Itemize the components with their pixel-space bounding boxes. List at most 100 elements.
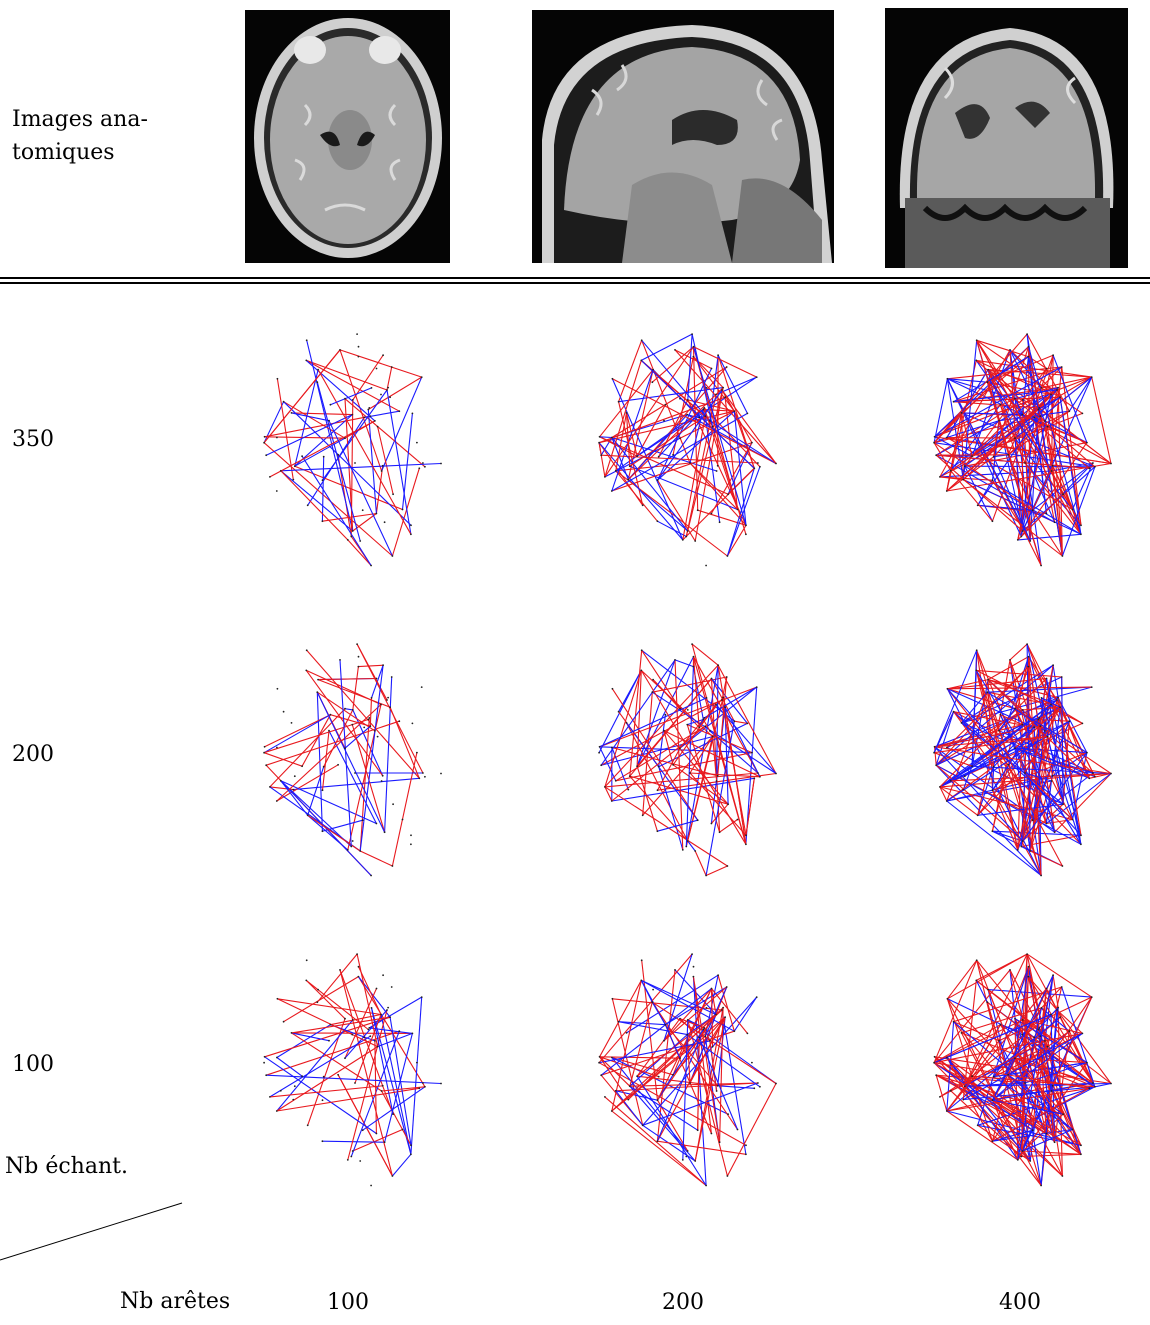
graph-edge-red: [604, 1096, 707, 1186]
graph-edge-red: [369, 697, 373, 727]
graph-edge-red: [1091, 376, 1112, 464]
mri-axial-image: [245, 10, 450, 263]
graph-node: [1009, 969, 1011, 971]
graph-node: [656, 830, 659, 833]
graph-node: [617, 1020, 620, 1023]
graph-edge-red: [629, 1082, 758, 1087]
row-label-350: 350: [12, 427, 54, 452]
graph-node: [722, 696, 724, 699]
graph-edge-red: [636, 678, 712, 767]
graph-edge-blue: [618, 1021, 688, 1036]
graph-edge-red: [611, 366, 727, 438]
graph-edge-blue: [391, 1153, 412, 1177]
graph-panel-350-400: [910, 305, 1125, 585]
graph-node: [1045, 822, 1048, 825]
graph-node: [276, 746, 278, 749]
graph-node: [710, 1132, 713, 1135]
graph-node: [380, 470, 383, 472]
graph-node: [627, 478, 630, 481]
graph-node: [410, 533, 412, 536]
graph-node: [351, 1033, 354, 1036]
graph-edge-red: [277, 998, 378, 1048]
graph-node: [1090, 376, 1093, 378]
graph-node: [344, 707, 346, 710]
graph-edge-blue: [641, 979, 735, 1032]
graph-node: [628, 1085, 631, 1088]
graph-edge-blue: [988, 989, 1092, 998]
graph-edge-red: [344, 398, 426, 468]
graph-node: [745, 524, 747, 527]
graph-node: [999, 403, 1002, 406]
graph-node: [704, 415, 707, 418]
graph-node: [1021, 413, 1024, 416]
graph-node: [1068, 1030, 1071, 1033]
graph-edge-red: [1020, 442, 1088, 537]
graph-node: [625, 1032, 628, 1034]
graph-node: [282, 710, 285, 713]
graph-edge-red: [347, 1009, 388, 1161]
graph-node: [694, 1160, 697, 1162]
graph-node: [411, 722, 414, 725]
graph-edge-red: [672, 1016, 726, 1076]
graph-node: [1027, 355, 1030, 358]
graph-node: [610, 1110, 613, 1112]
graph-node: [651, 1001, 654, 1004]
graph-node: [1039, 415, 1042, 418]
graph-edge-red: [950, 409, 1039, 472]
graph-node: [321, 830, 324, 833]
graph-edge-blue: [946, 1021, 955, 1112]
graph-edge-blue: [611, 747, 629, 790]
graph-edge-red: [375, 465, 384, 514]
graph-node: [1007, 763, 1009, 766]
graph-edge-blue: [933, 1013, 1052, 1064]
graph-node: [696, 509, 699, 512]
graph-edge-red: [599, 1056, 629, 1100]
graph-node: [933, 1061, 935, 1064]
graph-edge-red: [1022, 1150, 1081, 1155]
graph-edge-blue: [745, 687, 758, 845]
graph-edge-red: [936, 1074, 1026, 1084]
graph-edge-blue: [1009, 969, 1031, 1162]
graph-edge-blue: [672, 1027, 705, 1076]
graph-edge-red: [276, 1087, 420, 1112]
graph-node: [745, 834, 747, 837]
graph-node: [600, 454, 603, 457]
graph-node: [657, 765, 660, 768]
graph-node: [1026, 643, 1028, 645]
graph-node: [350, 1155, 353, 1158]
graph-edge-red: [642, 736, 714, 816]
graph-node: [351, 399, 354, 401]
anatomical-images-label: Images ana- tomiques: [12, 103, 148, 169]
graph-edge-blue: [953, 356, 1029, 403]
graph-edge-red: [604, 786, 728, 867]
graph-node: [381, 774, 384, 777]
graph-node: [369, 1035, 372, 1038]
graph-edge-blue: [307, 766, 325, 816]
graph-node: [374, 1040, 376, 1042]
graph-node: [640, 959, 643, 962]
graph-node: [685, 1155, 688, 1158]
graph-edge-red: [356, 643, 388, 701]
graph-node: [715, 703, 717, 706]
graph-edge-blue: [316, 691, 386, 833]
graph-node: [398, 1030, 401, 1033]
graph-edge-red: [962, 479, 1063, 557]
graph-node: [383, 1141, 386, 1144]
graph-node: [1007, 453, 1009, 456]
graph-node: [614, 779, 617, 782]
graph-edge-red: [1047, 426, 1063, 557]
graph-node: [1045, 512, 1048, 515]
graph-node: [686, 840, 689, 842]
graph-edge-blue: [618, 1021, 666, 1026]
graph-node: [376, 735, 379, 738]
graph-edge-red: [291, 412, 353, 416]
graph-edge-red: [933, 1032, 1083, 1064]
graph-edge-blue: [1041, 697, 1061, 708]
graph-edge-blue: [946, 720, 1070, 802]
graph-node: [1086, 441, 1088, 444]
graph-node: [1061, 555, 1064, 557]
graph-edge-blue: [1014, 747, 1090, 779]
graph-edge-blue: [362, 1086, 426, 1131]
graph-node: [276, 997, 279, 1000]
graph-node: [598, 435, 601, 438]
